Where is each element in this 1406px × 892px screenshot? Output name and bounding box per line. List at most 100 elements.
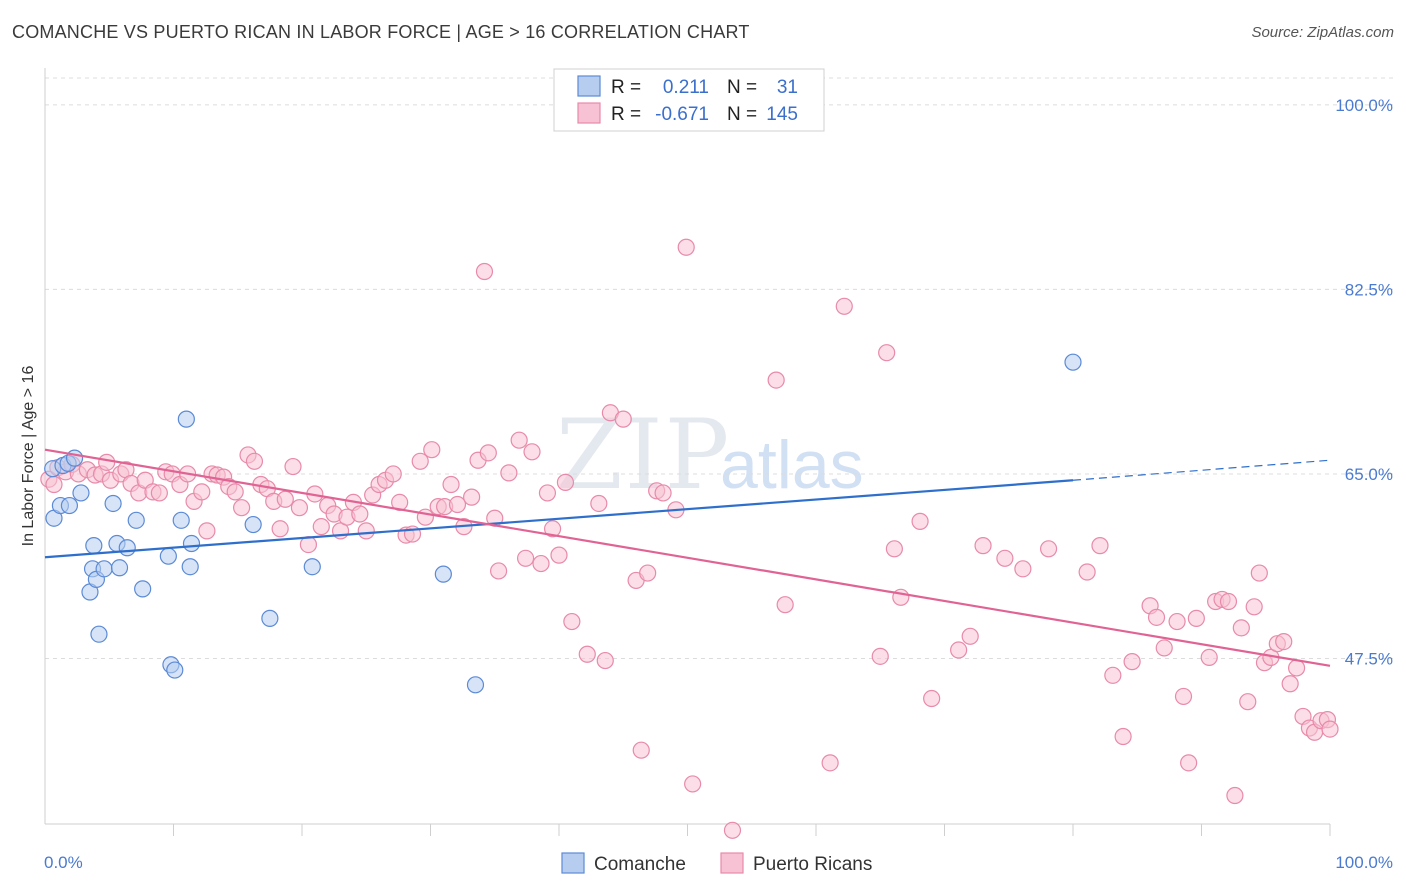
comanche-point (261, 609, 279, 627)
puerto-ricans-point (523, 443, 541, 461)
series-legend-label-comanche: Comanche (594, 854, 686, 875)
comanche-point (72, 484, 90, 502)
puerto-ricans-point (776, 596, 794, 614)
x-tick-label-min: 0.0% (44, 853, 83, 872)
puerto-ricans-point (448, 495, 467, 514)
puerto-ricans-point (1091, 537, 1109, 555)
puerto-ricans-point (677, 238, 695, 256)
puerto-ricans-point (590, 494, 608, 513)
puerto-ricans-point (510, 431, 528, 449)
puerto-ricans-point (1239, 693, 1257, 711)
puerto-ricans-point (767, 371, 785, 389)
puerto-ricans-point (276, 490, 294, 508)
puerto-ricans-point (98, 453, 116, 471)
puerto-ricans-point (835, 297, 853, 315)
comanche-point (1064, 353, 1082, 371)
comanche-point (104, 494, 122, 513)
puerto-ricans-point (1287, 659, 1306, 677)
legend-n-value-puerto-ricans: 145 (766, 104, 798, 125)
y-axis-label: In Labor Force | Age > 16 (20, 366, 37, 547)
puerto-ricans-point (1014, 560, 1032, 578)
puerto-ricans-point (226, 483, 244, 501)
legend-r-label-puerto-ricans: R = (611, 104, 641, 125)
puerto-ricans-point (351, 505, 369, 523)
puerto-ricans-point (1174, 687, 1193, 706)
puerto-ricans-point (632, 741, 650, 759)
puerto-ricans-point (532, 554, 550, 573)
y-tick-label: 100.0% (1335, 96, 1393, 115)
puerto-ricans-point (1123, 653, 1141, 671)
comanche-point (60, 496, 79, 515)
puerto-ricans-point (198, 522, 216, 540)
puerto-ricans-point (384, 465, 402, 483)
x-tick-label-max: 100.0% (1335, 853, 1393, 872)
puerto-ricans-point (563, 612, 581, 631)
puerto-ricans-point (1245, 598, 1263, 616)
puerto-ricans-point (290, 499, 309, 517)
puerto-ricans-point (1039, 540, 1058, 558)
comanche-point (182, 534, 201, 553)
comanche-point (434, 565, 452, 583)
legend-r-label-comanche: R = (611, 77, 641, 98)
puerto-ricans-point (271, 520, 289, 538)
puerto-ricans-point (596, 651, 614, 670)
legend-r-value-puerto-ricans: -0.671 (655, 104, 709, 125)
puerto-ricans-point (556, 473, 575, 491)
puerto-ricans-point (516, 549, 535, 567)
comanche-point (134, 580, 152, 598)
puerto-ricans-point (423, 441, 441, 459)
puerto-ricans-point (284, 457, 302, 476)
puerto-ricans-point (543, 520, 562, 538)
series-legend: Comanche Puerto Ricans (561, 852, 872, 875)
puerto-ricans-point (1200, 648, 1218, 667)
puerto-ricans-point (654, 484, 672, 502)
trend-lines (44, 448, 1331, 667)
puerto-ricans-point (878, 344, 896, 362)
grid (45, 77, 1393, 659)
puerto-ricans-point (974, 537, 992, 555)
puerto-ricans-point (1250, 564, 1268, 582)
puerto-ricans-point (490, 562, 508, 580)
puerto-ricans-point (538, 484, 557, 502)
puerto-ricans-point (1321, 720, 1339, 738)
puerto-ricans-point (614, 410, 632, 428)
source-label: Source: ZipAtlas.com (1251, 24, 1394, 41)
puerto-ricans-point (950, 641, 968, 659)
puerto-ricans-point (996, 549, 1014, 567)
puerto-ricans-point (1219, 592, 1238, 611)
legend-n-label-puerto-ricans: N = (727, 104, 757, 125)
puerto-ricans-point (442, 475, 460, 494)
series-legend-label-puerto-ricans: Puerto Ricans (753, 854, 872, 875)
puerto-ricans-point (475, 262, 494, 281)
puerto-ricans-point (1232, 619, 1250, 637)
puerto-ricans-trend-line (44, 448, 1331, 667)
puerto-ricans-point (1155, 639, 1173, 657)
puerto-ricans-point (233, 499, 251, 517)
puerto-ricans-point (1078, 563, 1096, 581)
series-legend-swatch-comanche (561, 852, 585, 874)
comanche-point (65, 449, 84, 467)
comanche-point (90, 625, 108, 643)
legend-swatch-comanche (577, 75, 601, 97)
watermark-atlas: atlas (720, 427, 864, 503)
comanche-point (244, 515, 262, 534)
legend-n-label-comanche: N = (727, 77, 757, 98)
comanche-point (127, 511, 145, 529)
puerto-ricans-point (821, 754, 839, 772)
y-tick-label: 47.5% (1345, 649, 1393, 668)
comanche-point (181, 558, 199, 576)
puerto-ricans-point (500, 464, 518, 482)
legend-r-value-comanche: 0.211 (663, 77, 709, 98)
comanche-point (85, 537, 103, 555)
puerto-ricans-point (193, 483, 211, 501)
y-tick-labels: 100.0% 82.5% 65.0% 47.5% (1335, 96, 1393, 669)
puerto-ricans-point (45, 475, 63, 494)
y-tick-label: 65.0% (1345, 465, 1393, 484)
comanche-trend-line (44, 479, 1074, 559)
x-tick-marks (173, 824, 1331, 836)
comanche-points (44, 353, 1082, 694)
comanche-point (466, 676, 485, 694)
puerto-ricans-point (1168, 612, 1186, 631)
puerto-ricans-point (1180, 754, 1198, 772)
comanche-point (177, 410, 195, 428)
